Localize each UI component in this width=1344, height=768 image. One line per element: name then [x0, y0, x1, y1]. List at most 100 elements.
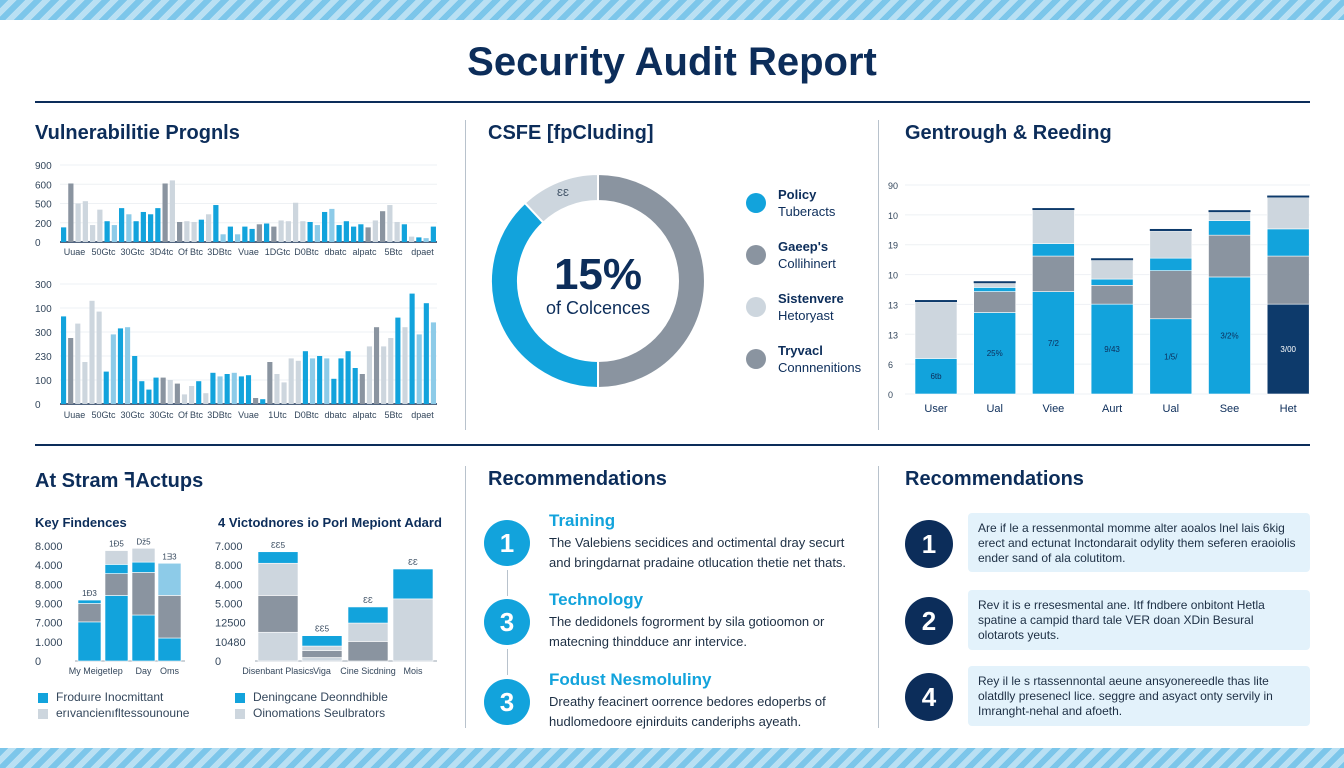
bar	[394, 221, 400, 242]
bar-segment	[77, 621, 102, 662]
recommendation-body: The Valebiens secidices and octimental d…	[549, 535, 847, 570]
bar-segment	[1149, 270, 1193, 320]
bar-value-label: 25%	[987, 349, 1003, 358]
legend-dot	[746, 193, 766, 213]
bar	[395, 317, 401, 404]
bar-value-label: ƐƐ5	[315, 625, 330, 634]
x-tick-label: Aurt	[1102, 403, 1122, 415]
x-tick-label: Viee	[1042, 403, 1064, 415]
bar	[235, 234, 241, 242]
bar	[416, 334, 422, 404]
bar	[324, 358, 330, 404]
donut-slice	[490, 201, 599, 390]
bar-segment	[1266, 255, 1310, 305]
y-tick-label: 300	[35, 328, 52, 339]
bar	[89, 300, 95, 404]
bar	[309, 358, 316, 404]
bar	[300, 221, 306, 242]
bar	[352, 368, 358, 404]
recommendation-title: Fodust Nesmoluliny	[549, 670, 712, 689]
x-tick-label: dpaet	[411, 247, 434, 257]
bar	[213, 205, 219, 242]
bar	[295, 360, 301, 404]
bar	[191, 221, 197, 242]
bar	[430, 322, 437, 404]
bar-segment	[301, 650, 343, 658]
bar-value-label: 7/2	[1048, 339, 1060, 348]
bar	[409, 236, 415, 242]
divider	[465, 120, 466, 430]
legend-label: Oinomations Seulbrators	[253, 706, 386, 720]
bar	[322, 211, 328, 242]
bar-segment	[1149, 257, 1193, 271]
bar	[338, 358, 344, 404]
bar	[231, 372, 237, 404]
divider	[878, 466, 879, 728]
bar-segment	[392, 568, 434, 600]
bar-segment	[257, 595, 299, 633]
x-tick-label: Viga	[313, 666, 331, 676]
x-tick-label: Of Btc	[178, 410, 204, 420]
legend-subtitle: Collihinert	[778, 256, 836, 271]
bar	[104, 221, 110, 242]
x-tick-label: dbatc	[324, 247, 347, 257]
y-tick-label: 8.000	[35, 579, 63, 591]
bar	[343, 221, 349, 242]
bar-segment	[131, 614, 156, 662]
step-number-badge: 4	[905, 673, 953, 721]
bar	[103, 371, 109, 404]
bar-cap	[1091, 258, 1134, 261]
bar	[329, 208, 335, 242]
x-tick-label: dbatc	[324, 410, 347, 420]
bar	[90, 225, 96, 242]
legend-swatch	[38, 692, 48, 703]
bar-value-label: ƐƐ	[363, 596, 373, 605]
x-tick-label: D0Btc	[294, 410, 319, 420]
bar	[96, 311, 102, 404]
section-title-recommendations: Recommendations	[488, 468, 667, 490]
x-tick-label: 50Gtc	[91, 247, 116, 257]
bar	[140, 211, 146, 242]
bar	[220, 234, 226, 242]
x-tick-label: Day	[135, 666, 152, 676]
bar	[256, 224, 262, 242]
bar-segment	[1208, 211, 1251, 221]
bar	[317, 356, 323, 404]
recommendation-body: Dreathy feacinert oorrence bedores edope…	[549, 694, 826, 729]
y-tick-label: 7.000	[215, 541, 243, 553]
y-tick-label: 900	[35, 161, 52, 172]
y-tick-label: 0	[888, 390, 893, 400]
bar-segment	[1090, 303, 1134, 395]
y-tick-label: 500	[35, 200, 52, 211]
recommendation-body: The dedidonels fogrorment by sila gotioo…	[549, 614, 825, 649]
bar	[146, 389, 152, 404]
bar-cap	[1149, 228, 1192, 231]
bar	[271, 226, 277, 242]
bar-segment	[1266, 303, 1310, 395]
bar-segment	[973, 282, 1017, 288]
bar	[423, 238, 429, 242]
y-tick-label: 12500	[215, 618, 246, 630]
bar	[82, 362, 88, 404]
y-tick-label: 100	[35, 376, 52, 387]
bar	[253, 398, 259, 404]
donut-slice	[597, 172, 706, 390]
legend-title: Policy	[778, 187, 817, 202]
bar	[196, 381, 202, 404]
section-title-gentrough: Gentrough & Reeding	[905, 122, 1112, 144]
recommendation-title: Training	[549, 511, 616, 530]
chart-title-key-findings: Key Findences	[35, 515, 127, 530]
bar-segment	[257, 631, 299, 662]
section-title-vulnerability: Vulnerabilitie Prognls	[35, 122, 240, 144]
donut-slice-label: ƐƐ	[557, 188, 570, 199]
bar	[307, 221, 313, 242]
bar-segment	[131, 547, 156, 563]
x-tick-label: Cine Sicdning	[340, 666, 396, 676]
bar	[75, 323, 81, 404]
bar	[302, 351, 308, 404]
y-tick-label: 300	[35, 280, 52, 291]
step-number-badge: 1	[484, 520, 530, 566]
y-tick-label: 200	[35, 219, 52, 230]
bar	[359, 374, 365, 404]
x-tick-label: Het	[1280, 403, 1297, 415]
